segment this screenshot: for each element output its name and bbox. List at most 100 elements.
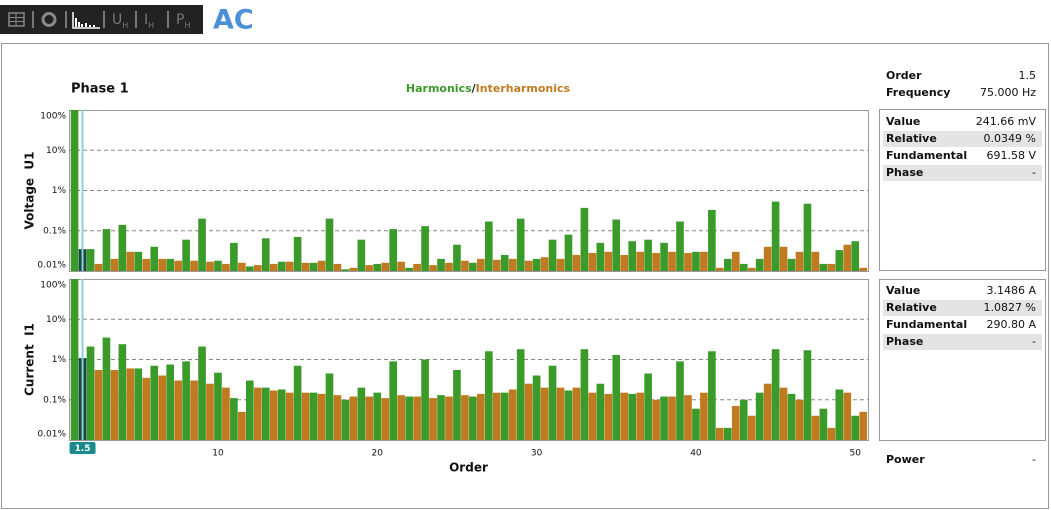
bar xyxy=(516,218,525,271)
bar xyxy=(819,263,828,271)
cursor-label-bg xyxy=(69,442,96,454)
y-axis-title: Current I1 xyxy=(23,323,37,396)
bar xyxy=(238,262,246,271)
bar xyxy=(835,389,844,440)
bar xyxy=(811,415,820,440)
bar xyxy=(564,234,573,271)
bar xyxy=(588,253,597,271)
bar xyxy=(381,262,390,271)
bar xyxy=(261,387,270,440)
bar xyxy=(716,427,724,440)
bar xyxy=(755,392,764,440)
bar xyxy=(676,361,684,440)
bar xyxy=(644,373,652,440)
bar xyxy=(277,389,286,440)
bar xyxy=(492,392,501,440)
tab-sub: H xyxy=(148,21,154,30)
bar xyxy=(182,239,190,271)
toolbar xyxy=(0,5,203,34)
bar xyxy=(532,258,541,271)
tab[interactable]: PH xyxy=(176,12,190,30)
legend-entry: Harmonics xyxy=(406,82,472,95)
bar xyxy=(110,369,119,440)
table-icon[interactable] xyxy=(8,12,25,27)
bar xyxy=(333,263,342,271)
row-label: Frequency xyxy=(886,86,950,99)
bar xyxy=(787,393,796,440)
bar xyxy=(604,251,613,271)
bar xyxy=(182,361,190,440)
row-value: - xyxy=(1032,166,1036,179)
bar xyxy=(70,110,79,271)
scope-icon[interactable] xyxy=(41,12,57,27)
harmonics-icon[interactable] xyxy=(72,12,100,29)
bar xyxy=(309,392,318,440)
tab[interactable]: UH xyxy=(112,12,128,30)
row-value: 0.0349 % xyxy=(984,132,1036,145)
bar xyxy=(325,373,334,440)
bar xyxy=(142,258,151,271)
bar xyxy=(118,344,127,440)
panel xyxy=(1,43,1049,509)
bar xyxy=(333,395,342,440)
bar xyxy=(596,242,605,271)
y-tick-label: 10% xyxy=(46,315,66,325)
bar xyxy=(508,389,517,440)
x-tick-label: 50 xyxy=(850,449,862,459)
bar xyxy=(413,396,421,440)
bar xyxy=(572,254,581,271)
x-axis-title: Order xyxy=(449,461,488,475)
bar xyxy=(70,279,79,440)
bar xyxy=(222,263,230,271)
row-value: 691.58 V xyxy=(986,149,1036,162)
bar xyxy=(723,258,732,271)
row-label: Fundamental xyxy=(886,149,967,162)
bar xyxy=(803,203,812,271)
bar xyxy=(612,354,621,440)
bar xyxy=(548,239,557,271)
bar xyxy=(596,383,605,440)
bar xyxy=(102,337,111,440)
legend-separator: / xyxy=(472,82,477,95)
bar xyxy=(142,377,151,440)
bar xyxy=(365,396,374,440)
row-label: Power xyxy=(886,453,925,466)
bar xyxy=(429,398,437,440)
bar xyxy=(325,218,334,271)
bar xyxy=(739,263,748,271)
row-label: Phase xyxy=(886,335,923,348)
bar xyxy=(166,258,174,271)
bar xyxy=(158,375,167,440)
bar xyxy=(500,254,509,271)
bar xyxy=(381,398,390,440)
row-value: - xyxy=(1032,453,1036,466)
bar xyxy=(469,262,477,271)
x-tick-label: 20 xyxy=(372,449,384,459)
bar xyxy=(469,396,477,440)
bar xyxy=(500,392,509,440)
bar xyxy=(238,411,246,440)
bar xyxy=(126,251,135,271)
bar xyxy=(301,392,310,440)
bar xyxy=(484,221,493,271)
bar xyxy=(453,369,461,440)
bar xyxy=(477,258,485,271)
bar xyxy=(795,251,804,271)
y-axis-title: Voltage U1 xyxy=(23,152,37,230)
row-label: Fundamental xyxy=(886,318,967,331)
x-tick-label: 40 xyxy=(690,449,702,459)
bar xyxy=(198,218,206,271)
row-label: Relative xyxy=(886,301,937,314)
tab[interactable]: IH xyxy=(144,12,154,30)
bar xyxy=(652,253,660,271)
y-tick-label: 0.1% xyxy=(43,226,66,236)
bar xyxy=(803,350,812,440)
bar xyxy=(612,219,621,271)
bar xyxy=(341,399,350,440)
bar xyxy=(811,251,820,271)
bar xyxy=(174,380,182,440)
bar xyxy=(787,258,796,271)
bar xyxy=(540,387,549,440)
